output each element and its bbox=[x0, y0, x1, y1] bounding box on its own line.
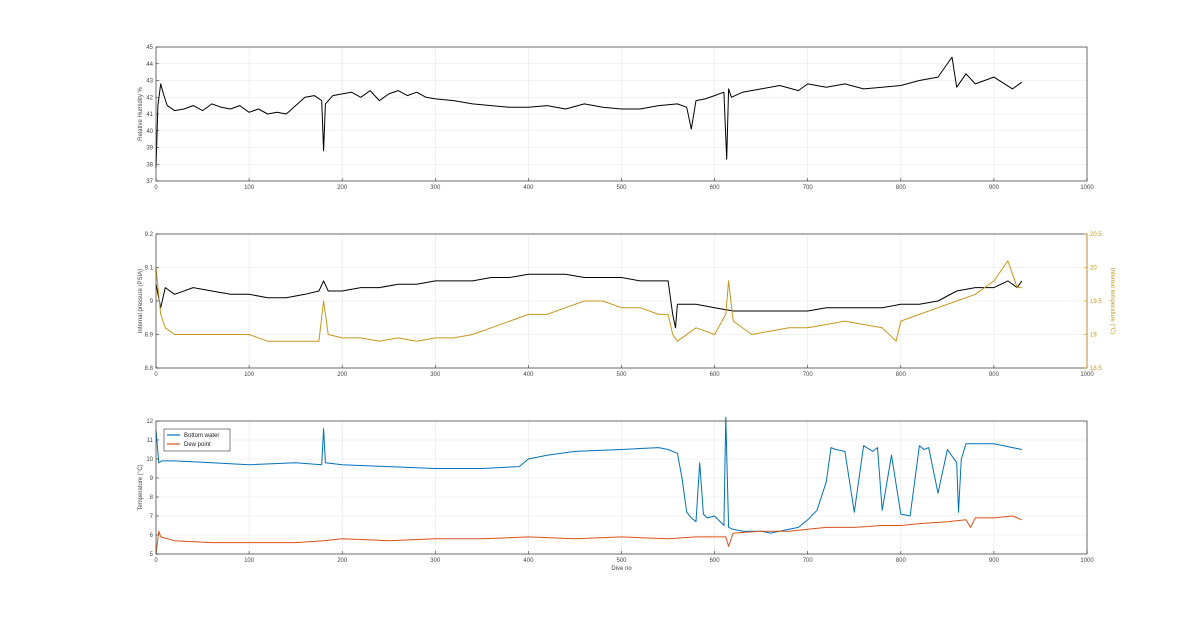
x-tick-label: 900 bbox=[989, 372, 1000, 378]
x-tick-label: 600 bbox=[710, 185, 721, 191]
x-tick-label: 1000 bbox=[1080, 185, 1094, 191]
y-tick-label: 9.1 bbox=[145, 266, 154, 272]
x-tick-label: 400 bbox=[523, 372, 534, 378]
x-tick-label: 300 bbox=[430, 372, 441, 378]
x-tick-label: 1000 bbox=[1080, 558, 1094, 564]
series-line-bottom-water bbox=[155, 416, 1022, 534]
humidity-chart-panel: 0 100 200 300 400 500 600 700 800 900 1000 37 38 39 40… bbox=[138, 45, 1094, 191]
y-axis-label: Internal pressure (PSIA) bbox=[138, 269, 144, 333]
x-tick-label: 400 bbox=[523, 558, 534, 564]
y-tick-label: 37 bbox=[146, 179, 153, 185]
x-tick-label: 900 bbox=[989, 558, 1000, 564]
y-tick-label: 12 bbox=[146, 419, 153, 425]
x-tick-label: 0 bbox=[154, 185, 158, 191]
y-tick-label: 38 bbox=[146, 162, 153, 168]
y-tick-label: 7 bbox=[150, 514, 154, 520]
y2-tick-label: 19 bbox=[1090, 333, 1097, 339]
series-line-primary bbox=[155, 56, 1023, 168]
y2-tick-label: 19.5 bbox=[1090, 299, 1102, 305]
y-tick-label: 9 bbox=[150, 476, 154, 482]
x-tick-label: 700 bbox=[803, 185, 814, 191]
x-tick-label: 500 bbox=[616, 558, 627, 564]
y-tick-label: 39 bbox=[146, 146, 153, 152]
y2-axis-label: Internal temperature (°C) bbox=[1109, 268, 1115, 334]
x-tick-label: 800 bbox=[896, 558, 907, 564]
y2-tick-label: 18.5 bbox=[1090, 366, 1102, 372]
legend-label-dew-point: Dew point bbox=[184, 442, 211, 448]
x-tick-label: 600 bbox=[710, 372, 721, 378]
y-tick-label: 8.9 bbox=[145, 333, 154, 339]
y-tick-label: 45 bbox=[146, 45, 153, 51]
y2-tick-label: 20.5 bbox=[1090, 232, 1102, 238]
series-line-internal-temperature bbox=[155, 260, 1022, 342]
y-tick-label: 10 bbox=[146, 457, 153, 463]
x-axis-label: Dive no bbox=[611, 566, 632, 572]
y-tick-label: 44 bbox=[146, 62, 153, 68]
x-tick-label: 100 bbox=[244, 372, 255, 378]
legend-label-bottom-water: Bottom water bbox=[184, 433, 219, 439]
y-tick-label: 43 bbox=[146, 79, 153, 85]
x-tick-label: 0 bbox=[154, 558, 158, 564]
x-tick-label: 200 bbox=[337, 372, 348, 378]
y-tick-label: 9 bbox=[150, 299, 154, 305]
x-tick-label: 600 bbox=[710, 558, 721, 564]
x-tick-label: 800 bbox=[896, 185, 907, 191]
x-tick-label: 700 bbox=[803, 558, 814, 564]
x-tick-label: 1000 bbox=[1080, 372, 1094, 378]
y-tick-label: 9.2 bbox=[145, 232, 154, 238]
x-tick-label: 700 bbox=[803, 372, 814, 378]
x-tick-label: 300 bbox=[430, 558, 441, 564]
y-axis-label: Relative Humidity % bbox=[138, 86, 144, 140]
y-axis-label: Temperature (°C) bbox=[138, 464, 144, 510]
y-tick-label: 41 bbox=[146, 112, 153, 118]
pressure-temperature-chart-panel: 0 100 200 300 400 500 600 700 800 900 1000 8.8 8.9 9 9… bbox=[138, 232, 1115, 378]
x-tick-label: 400 bbox=[523, 185, 534, 191]
x-tick-label: 300 bbox=[430, 185, 441, 191]
series-line-primary bbox=[155, 273, 1023, 329]
x-tick-label: 0 bbox=[154, 372, 158, 378]
y-tick-label: 5 bbox=[150, 552, 154, 558]
series-line-dew-point bbox=[155, 515, 1022, 555]
y-tick-label: 11 bbox=[147, 438, 154, 444]
legend-box bbox=[163, 428, 231, 452]
x-tick-label: 200 bbox=[337, 558, 348, 564]
x-tick-label: 900 bbox=[989, 185, 1000, 191]
x-tick-label: 100 bbox=[244, 185, 255, 191]
y-tick-label: 8 bbox=[150, 495, 154, 501]
y-tick-label: 40 bbox=[146, 129, 153, 135]
x-tick-label: 200 bbox=[337, 185, 348, 191]
y-tick-label: 8.8 bbox=[145, 366, 154, 372]
x-tick-label: 500 bbox=[616, 185, 627, 191]
x-tick-label: 100 bbox=[244, 558, 255, 564]
y-tick-label: 42 bbox=[146, 95, 153, 101]
x-tick-label: 800 bbox=[896, 372, 907, 378]
y2-tick-label: 20 bbox=[1090, 266, 1097, 272]
temperature-chart-panel: 0 100 200 300 400 500 600 700 800 900 1000 5 6 7 8 9 10 1… bbox=[138, 416, 1094, 572]
y-tick-label: 6 bbox=[150, 533, 154, 539]
x-tick-label: 500 bbox=[616, 372, 627, 378]
